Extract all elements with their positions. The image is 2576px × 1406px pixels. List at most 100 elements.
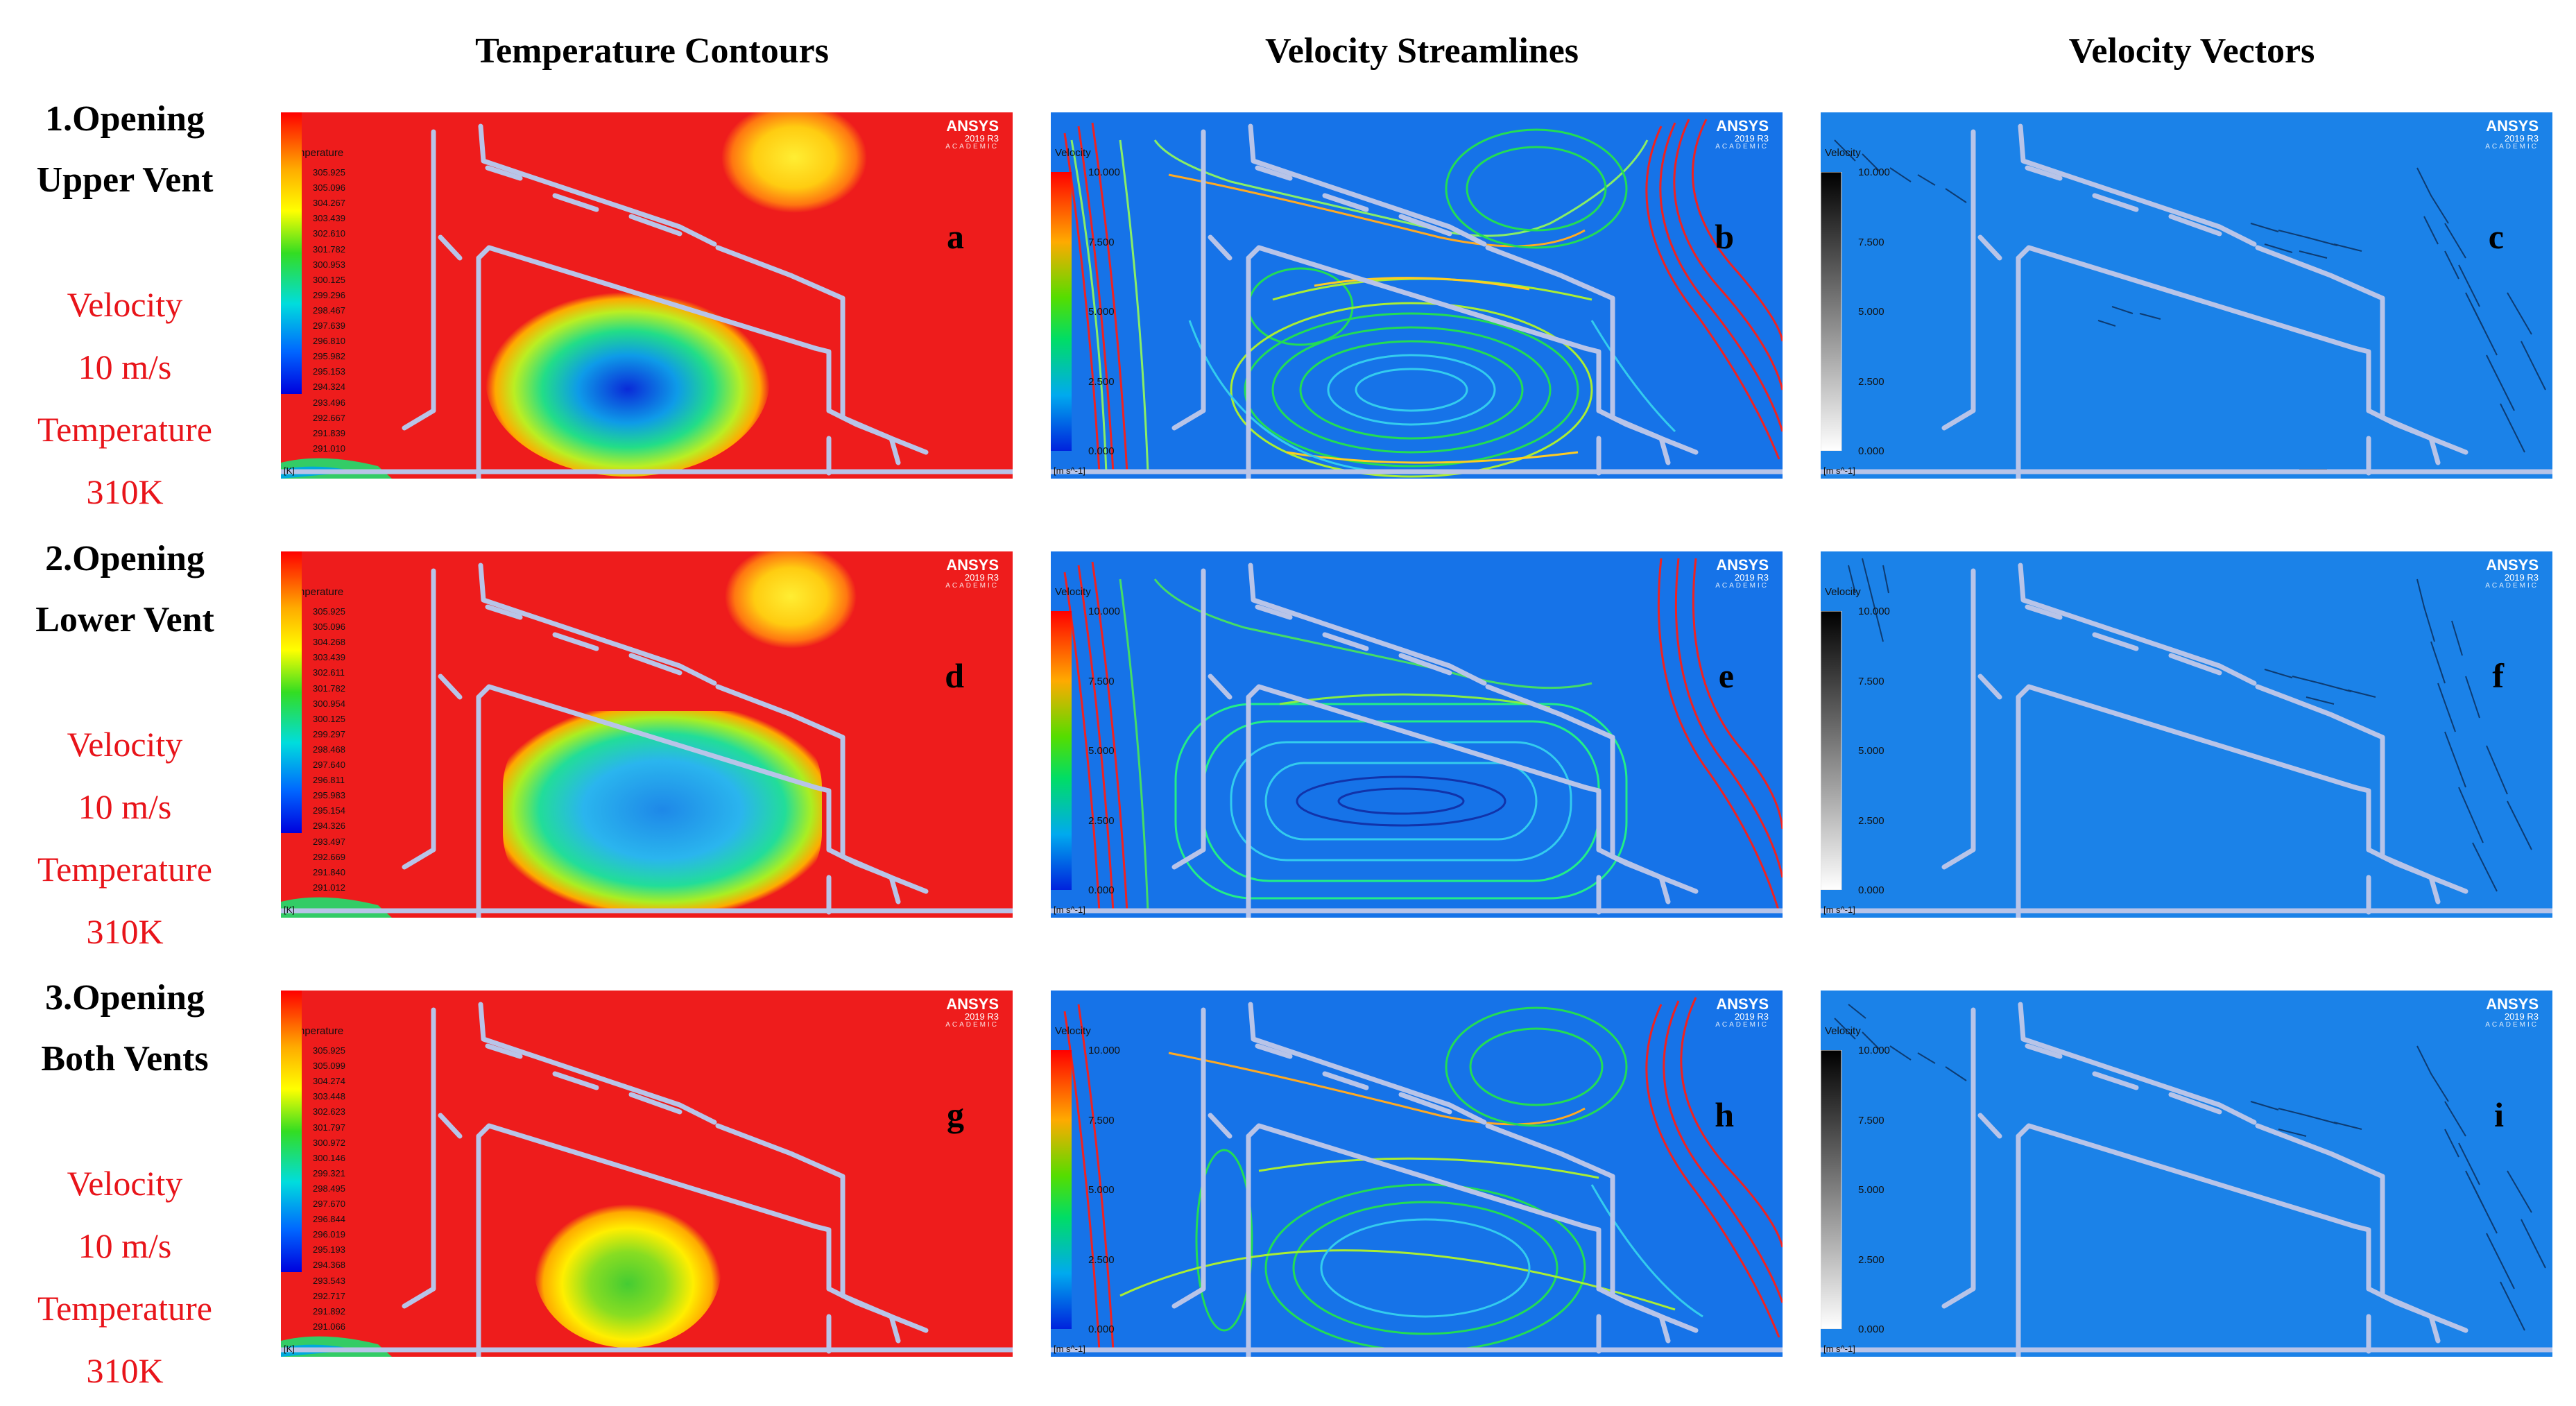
temperature-tick-label: 295.983 [313,790,345,801]
temperature-tick-label: 296.019 [313,1229,345,1240]
row-velocity-label: Velocity [67,1164,183,1203]
panel-c-velocity-vectors: ANSYS 2019 R3 ACADEMIC Velocity [m s^-1]… [1821,112,2552,479]
velocity-legend-title: Velocity [1825,586,1861,598]
temperature-tick-label: 293.497 [313,836,345,847]
row-label-1: 1.Opening Upper Vent Velocity 10 m/s Tem… [0,89,250,523]
ansys-watermark: ANSYS 2019 R3 ACADEMIC [1715,556,1769,590]
row-temperature-label: Temperature [37,1289,212,1328]
temperature-tick-label: 295.154 [313,805,345,816]
velocity-tick-label: 7.500 [1858,1114,1884,1126]
temperature-tick-label: 300.954 [313,698,345,709]
panel-e-velocity-streamlines: ANSYS 2019 R3 ACADEMIC Velocity [m s^-1]… [1051,551,1783,918]
row-label-2: 2.Opening Lower Vent Velocity 10 m/s Tem… [0,529,250,963]
velocity-tick-label: 2.500 [1858,375,1884,388]
temperature-tick-label: 304.274 [313,1076,345,1087]
temperature-tick-label: 300.125 [313,713,345,724]
temperature-tick-label: 305.099 [313,1061,345,1072]
temperature-color-bar [281,112,302,394]
velocity-tick-label: 5.000 [1088,745,1115,757]
temperature-legend-unit: [K] [284,1344,295,1354]
velocity-legend-unit: [m s^-1] [1823,1344,1855,1354]
panel-b-velocity-streamlines: ANSYS 2019 R3 ACADEMIC Velocity [m s^-1]… [1051,112,1783,479]
panel-i-velocity-vectors: ANSYS 2019 R3 ACADEMIC Velocity [m s^-1]… [1821,991,2552,1357]
velocity-tick-label: 7.500 [1088,1114,1115,1126]
row-title-line2: Lower Vent [35,600,214,640]
ansys-watermark: ANSYS 2019 R3 ACADEMIC [2485,995,2539,1029]
panel-h-velocity-streamlines: ANSYS 2019 R3 ACADEMIC Velocity [m s^-1]… [1051,991,1783,1357]
velocity-tick-label: 7.500 [1088,675,1115,687]
temperature-tick-label: 303.439 [313,652,345,663]
velocity-legend-unit: [m s^-1] [1054,1344,1085,1354]
temperature-tick-label: 305.096 [313,182,345,194]
velocity-legend-unit: [m s^-1] [1823,905,1855,915]
velocity-tick-label: 2.500 [1858,1253,1884,1266]
row-temperature-label: Temperature [37,850,212,889]
velocity-tick-label: 2.500 [1088,375,1115,388]
temperature-tick-label: 300.146 [313,1152,345,1163]
temperature-tick-label: 297.670 [313,1199,345,1210]
velocity-tick-label: 2.500 [1858,814,1884,827]
temperature-tick-label: 296.844 [313,1214,345,1225]
panel-g-temperature-contour: ANSYS 2019 R3 ACADEMIC Temperature [K] g… [281,991,1013,1357]
panel-letter: h [1715,1095,1734,1134]
temperature-legend-unit: [K] [284,465,295,476]
temperature-tick-label: 300.953 [313,259,345,270]
temperature-color-bar [281,551,302,833]
velocity-legend-title: Velocity [1055,1025,1091,1037]
velocity-tick-label: 10.000 [1088,166,1120,178]
temperature-tick-label: 301.797 [313,1122,345,1133]
row-temperature-label: Temperature [37,410,212,449]
row-velocity-value: 10 m/s [78,787,172,826]
velocity-tick-label: 10.000 [1858,606,1890,617]
temperature-tick-label: 292.667 [313,412,345,423]
velocity-tick-label: 0.000 [1088,445,1115,457]
temperature-tick-label: 291.840 [313,866,345,877]
temperature-tick-label: 304.268 [313,637,345,648]
velocity-tick-label: 10.000 [1088,606,1120,617]
temperature-tick-label: 297.640 [313,760,345,771]
temperature-tick-label: 294.368 [313,1260,345,1271]
ansys-watermark: ANSYS 2019 R3 ACADEMIC [1715,995,1769,1029]
temperature-tick-label: 292.669 [313,851,345,862]
row-temperature-value: 310K [86,1351,164,1390]
velocity-tick-label: 0.000 [1088,1323,1115,1335]
temperature-tick-label: 291.839 [313,427,345,438]
row-label-3: 3.Opening Both Vents Velocity 10 m/s Tem… [0,968,250,1402]
temperature-tick-label: 298.467 [313,305,345,316]
velocity-tick-label: 5.000 [1858,306,1884,318]
ansys-watermark: ANSYS 2019 R3 ACADEMIC [945,117,999,151]
velocity-tick-label: 10.000 [1858,1045,1890,1056]
temperature-tick-label: 301.782 [313,683,345,694]
velocity-tick-label: 0.000 [1088,884,1115,896]
row-title-line1: 2.Opening [45,539,205,578]
panel-d-temperature-contour: ANSYS 2019 R3 ACADEMIC Temperature [K] d… [281,551,1013,918]
temperature-tick-label: 302.610 [313,228,345,239]
temperature-tick-label: 300.125 [313,274,345,285]
temperature-color-bar [281,991,302,1272]
temperature-tick-label: 291.010 [313,443,345,454]
velocity-legend-unit: [m s^-1] [1054,465,1085,476]
temperature-tick-label: 297.639 [313,320,345,332]
column-header-temperature: Temperature Contours [475,31,829,71]
velocity-tick-label: 0.000 [1858,1323,1884,1335]
velocity-grey-bar [1821,172,1842,451]
row-title-line2: Both Vents [41,1039,209,1079]
temperature-tick-label: 295.193 [313,1244,345,1255]
temperature-tick-label: 295.153 [313,366,345,377]
velocity-tick-label: 5.000 [1858,1184,1884,1196]
velocity-tick-label: 10.000 [1088,1045,1120,1056]
velocity-tick-label: 7.500 [1858,236,1884,248]
temperature-tick-label: 305.925 [313,167,345,178]
row-title-line1: 1.Opening [45,99,205,139]
temperature-legend-unit: [K] [284,905,295,915]
velocity-grey-bar [1821,611,1842,890]
temperature-tick-label: 299.321 [313,1167,345,1178]
velocity-tick-label: 0.000 [1858,884,1884,896]
panel-letter: c [2488,217,2504,256]
temperature-tick-label: 304.267 [313,198,345,209]
row-title-line1: 3.Opening [45,978,205,1018]
panel-letter: g [947,1095,964,1134]
panel-f-velocity-vectors: ANSYS 2019 R3 ACADEMIC Velocity [m s^-1]… [1821,551,2552,918]
row-velocity-label: Velocity [67,725,183,764]
temperature-tick-label: 296.810 [313,336,345,347]
